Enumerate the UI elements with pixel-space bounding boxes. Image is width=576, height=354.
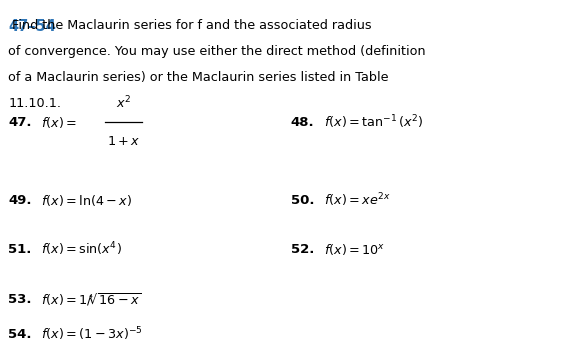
Text: Find the Maclaurin series for ​f​ and the associated radius: Find the Maclaurin series for ​f​ and th… bbox=[8, 19, 372, 33]
Text: 54.: 54. bbox=[8, 328, 32, 341]
Text: 11.10.1.: 11.10.1. bbox=[8, 97, 61, 110]
Text: $f(x) = \tan^{-1}(x^2)$: $f(x) = \tan^{-1}(x^2)$ bbox=[324, 113, 423, 131]
Text: 47–54: 47–54 bbox=[8, 19, 56, 34]
Text: $f(x) = \sin(x^4)$: $f(x) = \sin(x^4)$ bbox=[41, 241, 122, 258]
Text: 48.: 48. bbox=[291, 116, 314, 129]
Text: 51.: 51. bbox=[8, 243, 32, 256]
Text: $f(x) = (1-3x)^{-5}$: $f(x) = (1-3x)^{-5}$ bbox=[41, 326, 143, 343]
Text: $1 + x$: $1 + x$ bbox=[107, 135, 141, 148]
Text: 50.: 50. bbox=[291, 194, 314, 206]
Text: 47.: 47. bbox=[8, 116, 32, 129]
Text: $f(x) = 1/\!\sqrt[4]{16-x}$: $f(x) = 1/\!\sqrt[4]{16-x}$ bbox=[41, 291, 142, 308]
Text: of convergence. You may use either the direct method (definition: of convergence. You may use either the d… bbox=[8, 45, 426, 58]
Text: $f(x) =$: $f(x) =$ bbox=[41, 115, 77, 130]
Text: 52.: 52. bbox=[291, 243, 314, 256]
Text: $x^2$: $x^2$ bbox=[116, 95, 131, 111]
Text: 49.: 49. bbox=[8, 194, 32, 206]
Text: $f(x) = 10^x$: $f(x) = 10^x$ bbox=[324, 242, 386, 257]
Text: $f(x) = \ln(4 - x)$: $f(x) = \ln(4 - x)$ bbox=[41, 193, 133, 207]
Text: 53.: 53. bbox=[8, 293, 32, 306]
Text: $f(x) = xe^{2x}$: $f(x) = xe^{2x}$ bbox=[324, 191, 391, 209]
Text: of a Maclaurin series) or the Maclaurin series listed in Table: of a Maclaurin series) or the Maclaurin … bbox=[8, 71, 389, 84]
